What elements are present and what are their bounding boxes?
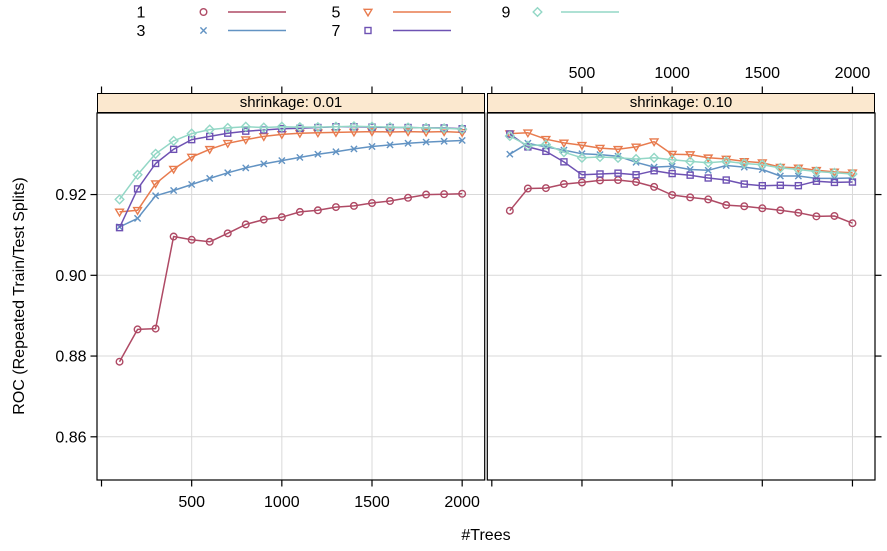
legend-entry-5: 5: [332, 5, 451, 22]
legend-label: 7: [332, 23, 341, 40]
x-tick-label-bottom: 500: [178, 494, 205, 511]
x-tick-label-bottom: 2000: [444, 494, 480, 511]
y-tick-label: 0.92: [55, 187, 86, 204]
legend-entry-1: 1: [137, 5, 286, 22]
panel-border-1: [486, 112, 876, 481]
series-depth-1-panel-0: [115, 189, 467, 366]
series-depth-1-panel-1: [505, 176, 857, 228]
x-tick-label-bottom: 1000: [264, 494, 300, 511]
x-tick-label-top: 500: [569, 65, 596, 82]
x-tick-label-bottom: 1500: [354, 494, 390, 511]
panel-strip-shrinkage-001: shrinkage: 0.01: [97, 93, 485, 113]
x-tick-label-top: 2000: [835, 65, 871, 82]
panel-strip-shrinkage-010: shrinkage: 0.10: [487, 93, 875, 113]
y-axis-title: ROC (Repeated Train/Test Splits): [11, 177, 28, 415]
legend-label: 1: [137, 5, 146, 22]
y-tick-label: 0.88: [55, 349, 86, 366]
legend-label: 9: [502, 5, 511, 22]
y-tick-label: 0.90: [55, 268, 86, 285]
legend-label: 3: [137, 23, 146, 40]
x-axis-title: #Trees: [461, 527, 511, 544]
strip-label: shrinkage: 0.10: [629, 94, 733, 111]
gridlines-panel-0: [97, 113, 485, 480]
series-depth-3-panel-0: [115, 136, 466, 231]
strip-label: shrinkage: 0.01: [239, 94, 343, 111]
legend-entry-9: 9: [502, 5, 619, 22]
series-depth-9-panel-1: [504, 130, 858, 180]
series-depth-5-panel-0: [114, 128, 468, 218]
legend-entry-7: 7: [332, 23, 451, 40]
legend-entry-3: 3: [137, 23, 286, 40]
legend: 13 57 9: [137, 5, 619, 40]
panel-border-0: [96, 112, 486, 481]
axes: 500 1000 1500 2000 500 1000 1500 2000 0.86 0.88 0.…: [55, 65, 882, 511]
x-tick-label-top: 1000: [654, 65, 690, 82]
series-depth-9-panel-0: [114, 121, 468, 205]
y-tick-label: 0.86: [55, 429, 86, 446]
legend-label: 5: [332, 5, 341, 22]
x-tick-label-top: 1500: [744, 65, 780, 82]
